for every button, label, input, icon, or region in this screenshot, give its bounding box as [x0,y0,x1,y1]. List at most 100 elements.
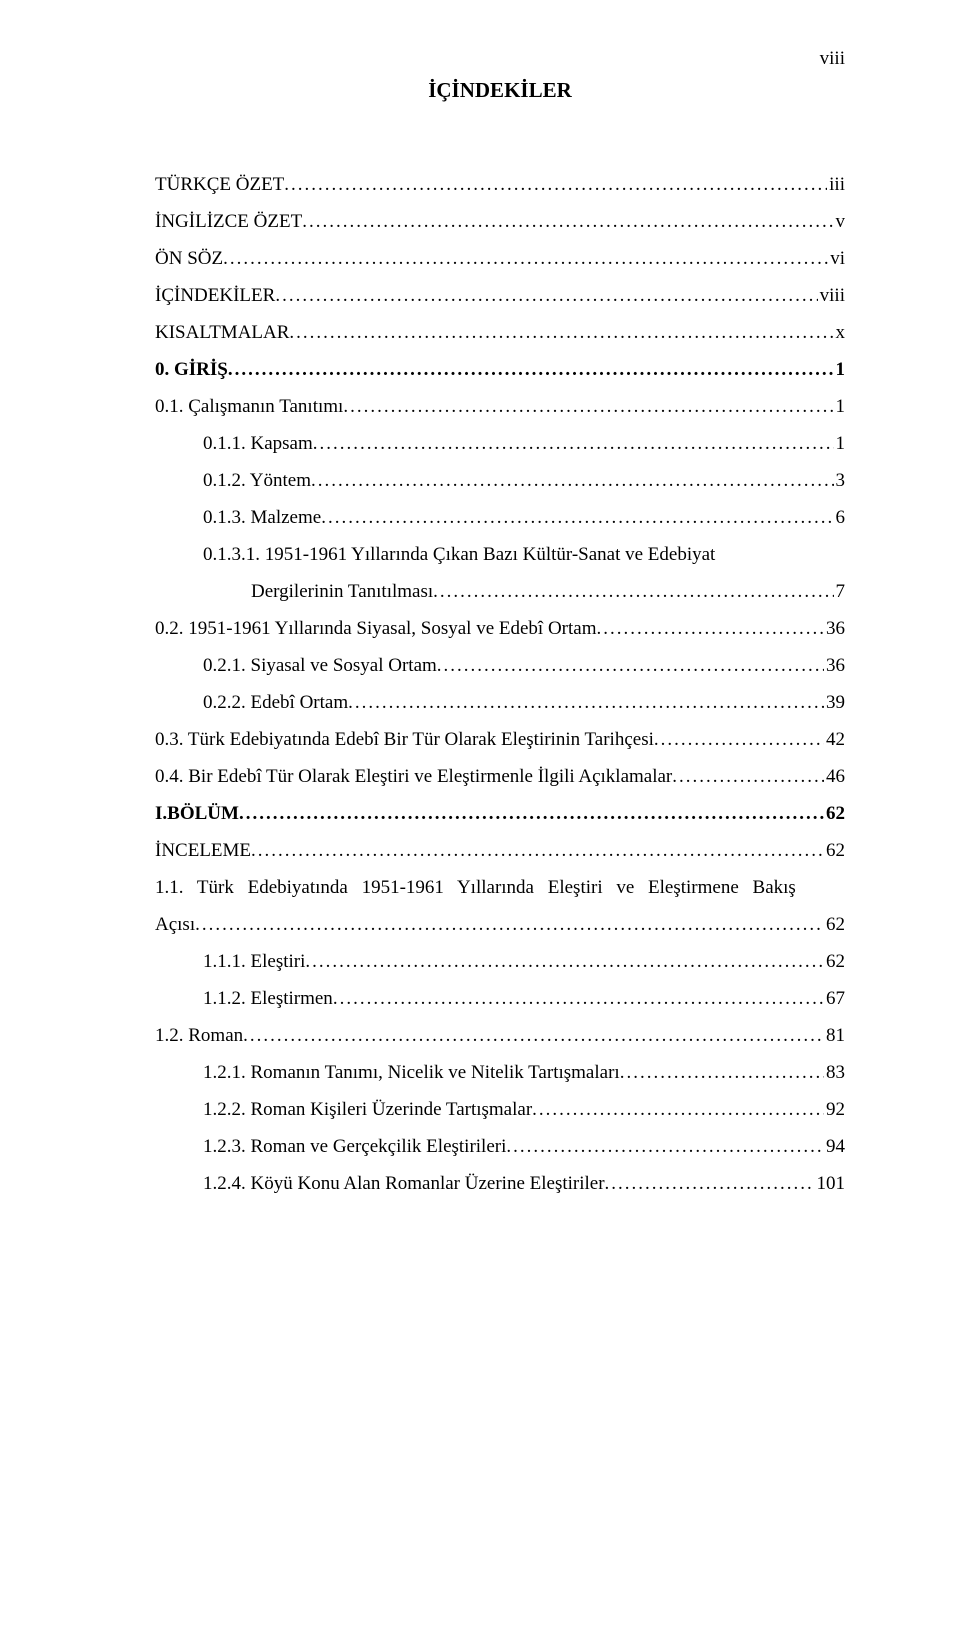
toc-entry: 1.2.3. Roman ve Gerçekçilik Eleştirileri… [155,1137,845,1156]
toc-entry: 0.1.3.1. 1951-1961 Yıllarında Çıkan Bazı… [155,545,845,564]
toc-entry-label: 0.4. Bir Edebî Tür Olarak Eleştiri ve El… [155,767,672,786]
toc-entry-label: 1.2. Roman [155,1026,243,1045]
toc-leader-dots [195,915,824,934]
toc-entry: 1.1.2. Eleştirmen 67 [155,989,845,1008]
toc-leader-dots [348,693,824,712]
toc-leader-dots [506,1137,824,1156]
toc-entry-label: KISALTMALAR [155,323,289,342]
toc-entry: Dergilerinin Tanıtılması 7 [155,582,845,601]
toc-entry: 0.1.1. Kapsam 1 [155,434,845,453]
toc-entry-label: 0.1.1. Kapsam [203,434,313,453]
toc-entry-label: Dergilerinin Tanıtılması [251,582,433,601]
toc-entry: 0.2.1. Siyasal ve Sosyal Ortam 36 [155,656,845,675]
toc-entry-page: 3 [834,471,846,490]
toc-entry-page: 1 [834,397,846,416]
toc-entry-label: İNCELEME [155,841,251,860]
toc-leader-dots [343,397,833,416]
toc-entry: KISALTMALAR x [155,323,845,342]
toc-entry-page: x [834,323,846,342]
toc-entry-label: TÜRKÇE ÖZET [155,175,284,194]
toc-entry-page: 46 [824,767,845,786]
toc-entry: I.BÖLÜM 62 [155,804,845,823]
toc-entry: 1.2.2. Roman Kişileri Üzerinde Tartışmal… [155,1100,845,1119]
toc-entry-label: 1.1. Türk Edebiyatında 1951-1961 Yılları… [155,878,796,897]
toc-entry-page: 101 [815,1174,846,1193]
toc-entry-page: 62 [824,804,845,823]
toc-entry: 0.2.2. Edebî Ortam 39 [155,693,845,712]
toc-leader-dots [228,360,834,379]
toc-leader-dots [305,952,824,971]
toc-leader-dots [532,1100,824,1119]
toc-entry: 1.2.1. Romanın Tanımı, Nicelik ve Niteli… [155,1063,845,1082]
toc-entry-label: İNGİLİZCE ÖZET [155,212,302,231]
toc-entry: İÇİNDEKİLER viii [155,286,845,305]
toc-entry-label: 0.1.3.1. 1951-1961 Yıllarında Çıkan Bazı… [203,545,715,564]
toc-entry: 0.3. Türk Edebiyatında Edebî Bir Tür Ola… [155,730,845,749]
toc-entry: ÖN SÖZvi [155,249,845,268]
toc-leader-dots [672,767,824,786]
toc-entry-page: 83 [824,1063,845,1082]
toc-leader-dots [333,989,824,1008]
toc-leader-dots [243,1026,824,1045]
toc-entry-label: 0.1. Çalışmanın Tanıtımı [155,397,343,416]
toc-entry-page: 62 [824,841,845,860]
toc-entry-label: 0.2. 1951-1961 Yıllarında Siyasal, Sosya… [155,619,597,638]
toc-entry: 1.1. Türk Edebiyatında 1951-1961 Yılları… [155,878,845,897]
page-number: viii [820,48,845,70]
toc-entry: Açısı62 [155,915,845,934]
toc-leader-dots [239,804,824,823]
toc-entry-page: 39 [824,693,845,712]
toc-title: İÇİNDEKİLER [155,78,845,103]
toc-leader-dots [289,323,833,342]
toc-entry-label: 0. GİRİŞ [155,360,228,379]
toc-entry: 0.2. 1951-1961 Yıllarında Siyasal, Sosya… [155,619,845,638]
toc-entry-page: viii [818,286,845,305]
toc-entry: 1.2.4. Köyü Konu Alan Romanlar Üzerine E… [155,1174,845,1193]
toc-entry-label: 0.2.2. Edebî Ortam [203,693,348,712]
table-of-contents: TÜRKÇE ÖZET iii İNGİLİZCE ÖZETv ÖN SÖZvi İÇİ… [155,175,845,1193]
toc-entry: İNCELEME 62 [155,841,845,860]
toc-entry-page: 67 [824,989,845,1008]
toc-entry: 0.1.3. Malzeme6 [155,508,845,527]
toc-leader-dots [311,471,833,490]
toc-entry-label: 1.2.3. Roman ve Gerçekçilik Eleştirileri [203,1137,506,1156]
toc-leader-dots [275,286,817,305]
toc-entry-page: iii [827,175,845,194]
toc-entry-page: 6 [834,508,846,527]
toc-leader-dots [302,212,833,231]
toc-entry-page: 7 [834,582,846,601]
toc-entry: 0.4. Bir Edebî Tür Olarak Eleştiri ve El… [155,767,845,786]
toc-entry-page: 92 [824,1100,845,1119]
toc-entry-page: 36 [824,619,845,638]
toc-entry-label: 1.2.2. Roman Kişileri Üzerinde Tartışmal… [203,1100,532,1119]
toc-entry: TÜRKÇE ÖZET iii [155,175,845,194]
toc-entry-label: Açısı [155,915,195,934]
toc-entry-label: 0.1.2. Yöntem [203,471,311,490]
toc-entry-label: 1.1.2. Eleştirmen [203,989,333,1008]
toc-entry-label: 1.1.1. Eleştiri [203,952,305,971]
toc-leader-dots [251,841,824,860]
toc-entry-page: 1 [834,434,846,453]
toc-entry-page: 62 [824,952,845,971]
toc-entry-label: 1.2.4. Köyü Konu Alan Romanlar Üzerine E… [203,1174,605,1193]
toc-entry: 1.2. Roman 81 [155,1026,845,1045]
toc-entry: 0.1. Çalışmanın Tanıtımı 1 [155,397,845,416]
toc-entry-label: 0.3. Türk Edebiyatında Edebî Bir Tür Ola… [155,730,654,749]
toc-leader-dots [223,249,828,268]
toc-entry-page: vi [828,249,845,268]
toc-leader-dots [654,730,824,749]
toc-entry-label: 1.2.1. Romanın Tanımı, Nicelik ve Niteli… [203,1063,620,1082]
toc-leader-dots [433,582,833,601]
toc-leader-dots [437,656,824,675]
toc-entry: İNGİLİZCE ÖZETv [155,212,845,231]
toc-entry-page: 36 [824,656,845,675]
toc-entry-label: İÇİNDEKİLER [155,286,275,305]
toc-entry-label: I.BÖLÜM [155,804,239,823]
toc-entry-page: 81 [824,1026,845,1045]
toc-leader-dots [605,1174,815,1193]
toc-entry-label: 0.2.1. Siyasal ve Sosyal Ortam [203,656,437,675]
toc-entry: 0.1.2. Yöntem 3 [155,471,845,490]
toc-entry: 0. GİRİŞ1 [155,360,845,379]
toc-entry: 1.1.1. Eleştiri 62 [155,952,845,971]
toc-leader-dots [620,1063,824,1082]
